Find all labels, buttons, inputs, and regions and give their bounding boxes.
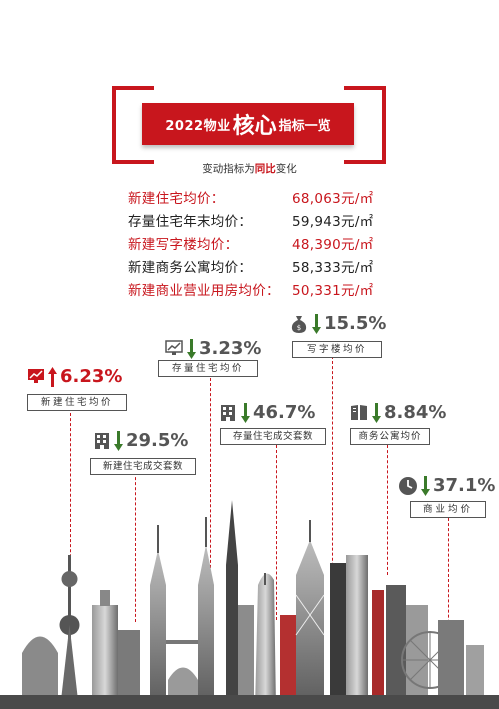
indicator-percent: 8.84% — [384, 402, 447, 423]
indicator-office-price: $ 15.5% 写字楼均价 — [290, 313, 400, 359]
indicator-label: 写字楼均价 — [292, 341, 382, 358]
price-label: 新建住宅均价： — [128, 191, 225, 207]
price-label: 新建写字楼均价： — [128, 237, 239, 253]
connector-line — [276, 445, 277, 620]
title-part-1: 2022物业 — [165, 118, 231, 134]
indicator-apartment-price: 8.84% 商务公寓均价 — [350, 402, 460, 448]
connector-line — [448, 518, 449, 638]
chart-monitor-icon — [28, 369, 44, 383]
down-arrow-icon — [114, 431, 123, 451]
money-bag-icon: $ — [291, 316, 307, 333]
indicator-percent: 37.1% — [433, 475, 496, 496]
title-part-2: 核心 — [232, 114, 277, 139]
connector-line — [135, 472, 136, 622]
indicator-existing-housing-volume: 46.7% 存量住宅成交套数 — [220, 402, 340, 448]
down-arrow-icon — [312, 314, 321, 334]
connector-line — [387, 445, 388, 575]
indicator-percent: 6.23% — [60, 366, 123, 387]
indicator-percent: 15.5% — [324, 313, 387, 334]
svg-text:$: $ — [297, 324, 301, 332]
down-arrow-icon — [372, 403, 381, 423]
building-icon — [95, 433, 109, 449]
title-bracket-bottom-left — [112, 112, 154, 164]
indicator-new-housing-price: 6.23% 新建住宅均价 — [27, 366, 137, 412]
indicator-percent: 3.23% — [199, 338, 262, 359]
connector-line — [210, 378, 211, 578]
indicator-percent: 46.7% — [253, 402, 316, 423]
indicator-commercial-price: 37.1% 商业均价 — [398, 475, 498, 521]
subtitle-highlight: 同比 — [254, 163, 276, 175]
connector-line — [332, 356, 333, 596]
clock-icon — [399, 477, 417, 495]
indicator-percent: 29.5% — [126, 430, 189, 451]
indicator-label: 新建住宅成交套数 — [90, 458, 196, 475]
chart-monitor-icon — [165, 340, 183, 355]
indicator-label: 存量住宅成交套数 — [220, 428, 326, 445]
indicator-label: 新建住宅均价 — [27, 394, 127, 411]
indicator-label: 商业均价 — [410, 501, 486, 518]
indicator-new-housing-volume: 29.5% 新建住宅成交套数 — [90, 430, 204, 476]
price-value: 58,333元/㎡ — [292, 260, 374, 276]
building-icon — [221, 405, 235, 421]
title-bracket-bottom-right — [344, 112, 386, 164]
down-arrow-icon — [421, 476, 430, 496]
price-label: 存量住宅年末均价： — [128, 214, 253, 230]
indicator-label: 商务公寓均价 — [350, 428, 430, 445]
page-title: 2022物业 核心 指标一览 — [142, 103, 354, 145]
book-icon — [351, 405, 367, 420]
price-value: 50,331元/㎡ — [292, 283, 374, 299]
indicator-label: 存量住宅均价 — [158, 360, 258, 377]
up-arrow-icon — [48, 367, 57, 387]
subtitle-prefix: 变动指标为 — [202, 163, 255, 175]
subtitle: 变动指标为同比变化 — [0, 161, 499, 176]
down-arrow-icon — [241, 403, 250, 423]
connector-line — [70, 408, 71, 648]
price-value: 68,063元/㎡ — [292, 191, 374, 207]
price-value: 59,943元/㎡ — [292, 214, 374, 230]
title-part-3: 指标一览 — [278, 118, 331, 134]
price-label: 新建商务公寓均价： — [128, 260, 253, 276]
indicator-existing-housing-price: 3.23% 存量住宅均价 — [158, 338, 275, 384]
price-label: 新建商业营业用房均价： — [128, 283, 280, 299]
price-value: 48,390元/㎡ — [292, 237, 374, 253]
down-arrow-icon — [187, 339, 196, 359]
city-skyline-illustration — [0, 500, 499, 709]
subtitle-suffix: 变化 — [275, 163, 297, 175]
